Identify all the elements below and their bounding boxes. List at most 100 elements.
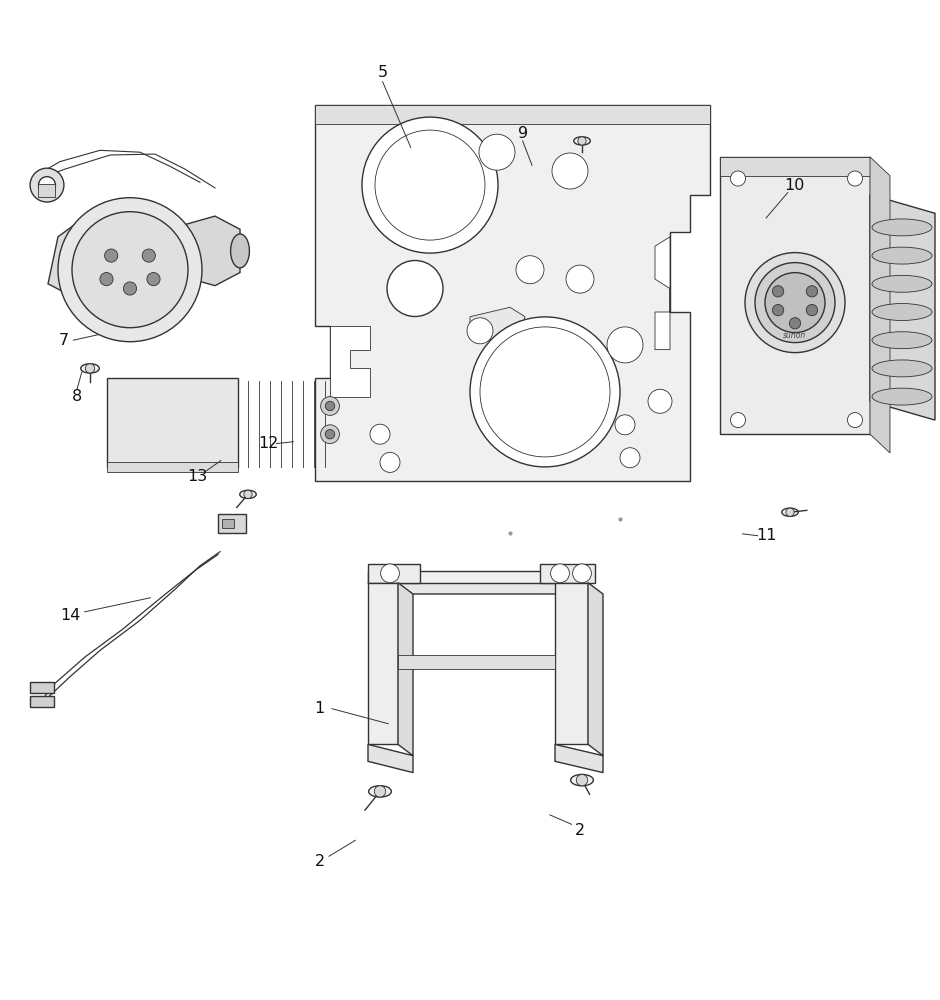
Circle shape — [765, 273, 825, 333]
Polygon shape — [330, 326, 370, 397]
Ellipse shape — [782, 508, 798, 516]
Ellipse shape — [872, 332, 932, 349]
Circle shape — [380, 452, 400, 472]
Circle shape — [745, 253, 845, 353]
Circle shape — [786, 508, 794, 516]
Circle shape — [387, 260, 443, 316]
Circle shape — [620, 448, 640, 468]
Circle shape — [566, 265, 594, 293]
Circle shape — [790, 318, 801, 329]
Ellipse shape — [240, 490, 257, 498]
Polygon shape — [720, 157, 870, 176]
Polygon shape — [870, 194, 935, 420]
Polygon shape — [555, 583, 588, 744]
Circle shape — [86, 364, 95, 373]
Circle shape — [467, 318, 493, 344]
Circle shape — [39, 177, 55, 194]
Circle shape — [325, 401, 335, 411]
Text: 1: 1 — [315, 701, 324, 716]
Circle shape — [807, 286, 818, 297]
Polygon shape — [368, 570, 588, 583]
Polygon shape — [368, 744, 413, 773]
Circle shape — [848, 171, 863, 186]
Bar — [107, 378, 238, 467]
Circle shape — [470, 317, 620, 467]
Polygon shape — [870, 157, 890, 453]
Ellipse shape — [872, 388, 932, 405]
Circle shape — [730, 413, 745, 428]
Bar — [30, 682, 54, 693]
Polygon shape — [368, 583, 398, 744]
Circle shape — [516, 256, 544, 284]
Circle shape — [30, 168, 64, 202]
Circle shape — [321, 397, 339, 415]
Circle shape — [362, 117, 498, 253]
Circle shape — [755, 263, 835, 343]
Circle shape — [615, 415, 635, 435]
Circle shape — [807, 304, 818, 316]
Ellipse shape — [872, 247, 932, 264]
Circle shape — [648, 389, 672, 413]
Circle shape — [374, 786, 385, 797]
Polygon shape — [315, 105, 710, 124]
Text: 2: 2 — [575, 823, 585, 838]
Circle shape — [848, 413, 863, 428]
Bar — [38, 184, 55, 197]
Circle shape — [72, 212, 188, 328]
Circle shape — [147, 273, 160, 286]
Circle shape — [578, 137, 587, 145]
Circle shape — [325, 430, 335, 439]
Bar — [107, 462, 238, 472]
Circle shape — [321, 425, 339, 444]
Polygon shape — [720, 157, 870, 434]
Circle shape — [123, 282, 136, 295]
Ellipse shape — [81, 364, 100, 373]
Circle shape — [773, 286, 784, 297]
Ellipse shape — [872, 275, 932, 292]
Polygon shape — [175, 216, 240, 286]
Ellipse shape — [872, 304, 932, 320]
Text: sunon: sunon — [783, 331, 807, 340]
Polygon shape — [655, 237, 670, 350]
Polygon shape — [315, 105, 710, 481]
Circle shape — [142, 249, 155, 262]
Circle shape — [551, 564, 570, 583]
Circle shape — [576, 774, 588, 786]
Circle shape — [370, 424, 390, 444]
Circle shape — [58, 198, 202, 342]
Ellipse shape — [571, 774, 593, 786]
Circle shape — [572, 564, 591, 583]
Circle shape — [607, 327, 643, 363]
Circle shape — [552, 153, 588, 189]
Text: 11: 11 — [756, 528, 776, 543]
Text: 12: 12 — [258, 436, 279, 451]
Circle shape — [479, 134, 515, 170]
Polygon shape — [555, 744, 603, 773]
Circle shape — [104, 249, 118, 262]
Text: 9: 9 — [518, 126, 527, 141]
Polygon shape — [470, 307, 525, 340]
Text: 7: 7 — [59, 333, 69, 348]
Polygon shape — [540, 564, 595, 583]
Polygon shape — [588, 583, 603, 756]
Ellipse shape — [872, 360, 932, 377]
Circle shape — [100, 273, 113, 286]
Polygon shape — [398, 655, 555, 669]
Text: 8: 8 — [72, 389, 82, 404]
Bar — [222, 519, 234, 528]
Ellipse shape — [872, 219, 932, 236]
Circle shape — [381, 564, 400, 583]
Circle shape — [773, 304, 784, 316]
Text: 5: 5 — [378, 65, 387, 80]
Polygon shape — [368, 583, 600, 594]
Text: 10: 10 — [784, 178, 805, 193]
Polygon shape — [398, 583, 413, 756]
Bar — [30, 696, 54, 707]
Ellipse shape — [230, 234, 249, 268]
Polygon shape — [48, 213, 100, 298]
Text: 13: 13 — [187, 469, 208, 484]
Ellipse shape — [573, 137, 590, 145]
Text: 14: 14 — [60, 608, 81, 623]
Polygon shape — [368, 564, 420, 583]
Circle shape — [243, 490, 252, 498]
